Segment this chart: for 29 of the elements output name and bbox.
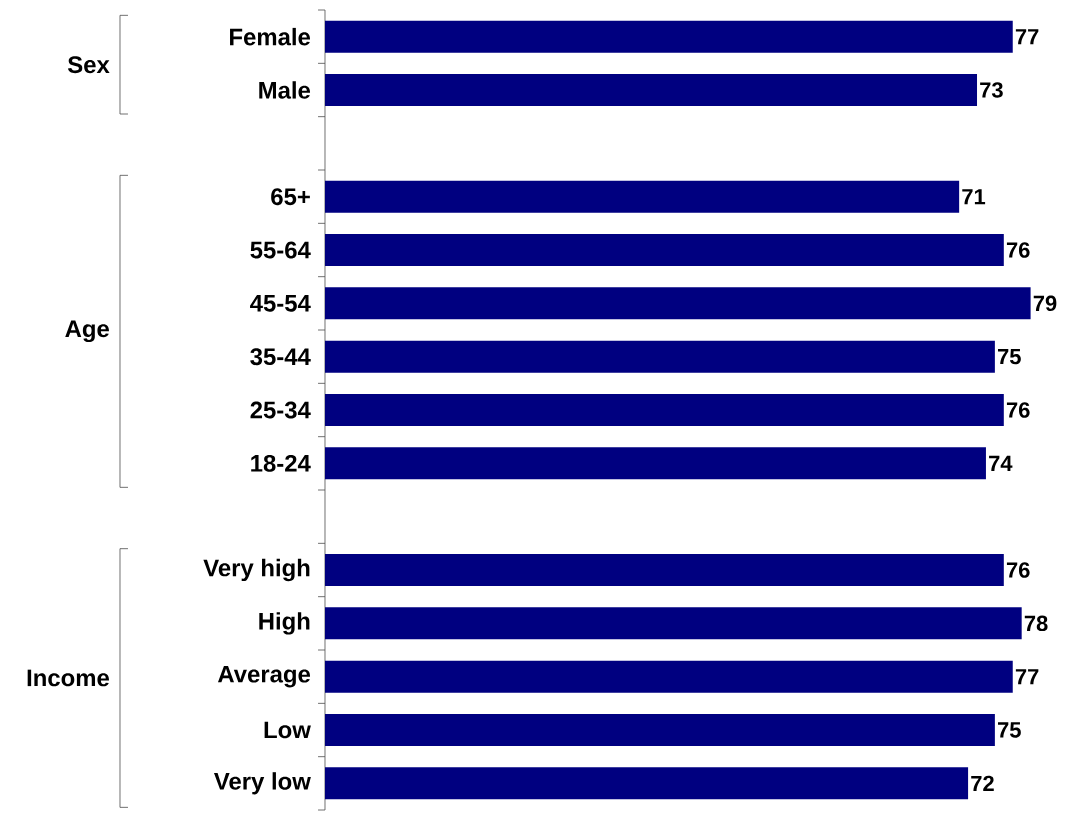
y-tick-label: 18-24 <box>251 454 311 472</box>
y-tick-label: 65+ <box>271 188 310 206</box>
y-tick-label: 55-64 <box>250 241 311 259</box>
data-label: 73 <box>980 82 1003 98</box>
data-label: 72 <box>971 775 994 791</box>
y-tick-label: High <box>259 612 310 635</box>
y-tick-label: Low <box>264 721 311 739</box>
data-label: 78 <box>1024 615 1048 632</box>
data-label: 77 <box>1015 29 1039 45</box>
y-tick-label: Male <box>259 81 311 99</box>
y-tick-label: Female <box>230 27 311 46</box>
y-tick-label: 35-44 <box>250 348 311 366</box>
data-label: 77 <box>1015 669 1039 685</box>
data-label: 75 <box>998 722 1021 738</box>
text: Age <box>65 320 109 343</box>
data-label: 76 <box>1006 562 1030 578</box>
data-label: 79 <box>1033 295 1057 312</box>
y-tick-label: Very low <box>213 772 311 795</box>
data-label: 74 <box>989 455 1013 471</box>
y-tick-label: 25-34 <box>250 401 311 419</box>
data-label: 76 <box>1006 402 1030 418</box>
y-tick-label: Very high <box>203 558 310 582</box>
y-tick-label: 45-54 <box>250 294 311 312</box>
data-label: 76 <box>1006 242 1030 258</box>
data-label: 75 <box>998 349 1021 365</box>
text: Income <box>27 669 109 687</box>
data-label: 71 <box>962 189 986 205</box>
text: Sex <box>67 56 110 74</box>
y-tick-label: Average <box>217 665 311 688</box>
